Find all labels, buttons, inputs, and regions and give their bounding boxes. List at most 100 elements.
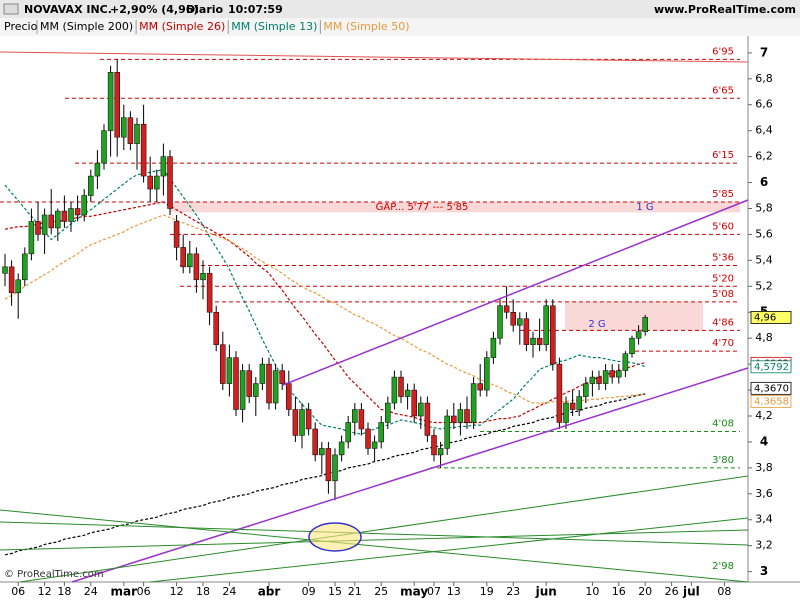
candle-body	[635, 331, 642, 339]
candle-body	[35, 221, 41, 235]
candle-body	[622, 353, 629, 371]
y-tick-label: 3	[760, 564, 768, 578]
x-tick-label: 24	[222, 585, 236, 598]
x-tick-label: 18	[196, 585, 210, 598]
candle-body	[464, 409, 470, 423]
y-tick-label: 5,8	[755, 201, 773, 214]
candle-body	[272, 370, 279, 404]
fan-line	[149, 517, 749, 583]
candle-body	[127, 117, 134, 144]
candle-body	[167, 156, 173, 209]
gap-tag: 2 G	[588, 319, 605, 330]
candle-body	[457, 409, 464, 423]
candle-body	[140, 123, 147, 177]
level-label: 2'98	[712, 561, 734, 572]
y-tick-label: 6,4	[755, 124, 773, 137]
candle-body	[81, 195, 87, 216]
y-tick-label: 3,4	[755, 513, 773, 526]
candle-body	[385, 402, 391, 423]
candle-body	[55, 210, 61, 229]
candle-body	[543, 305, 549, 345]
candle-body	[418, 402, 424, 417]
x-tick-label: 19	[480, 585, 494, 598]
x-tick-label: 13	[447, 585, 461, 598]
candle-body	[180, 247, 186, 268]
last-value-box	[750, 395, 792, 408]
last-value-label: 4,5792	[754, 362, 789, 373]
y-tick-label: 3,6	[755, 487, 773, 500]
x-tick-label: 26	[665, 585, 679, 598]
candle-body	[246, 370, 252, 397]
y-tick-label: 3,2	[755, 539, 773, 552]
candle-body	[404, 389, 411, 397]
candle-body	[193, 253, 200, 281]
last-value-box	[750, 311, 792, 324]
candle-body	[576, 396, 582, 410]
gap-zone	[170, 202, 740, 213]
candle-body	[292, 409, 299, 436]
drawings	[0, 51, 749, 583]
candle-body	[437, 448, 444, 456]
x-tick-label: 12	[38, 585, 52, 598]
candle-body	[536, 337, 543, 345]
candle-body	[596, 376, 602, 384]
candle-body	[345, 422, 351, 443]
change: +2,90% (4,96)	[110, 3, 198, 16]
candle-body	[279, 370, 285, 384]
candle-body	[523, 318, 530, 345]
candle-body	[431, 435, 437, 456]
candle-body	[602, 370, 609, 384]
price-axis	[748, 36, 800, 582]
level-label: 5'08	[712, 289, 734, 300]
candle-body	[233, 357, 239, 410]
candle-body	[134, 123, 140, 144]
candle-body	[173, 221, 180, 248]
candle-body	[424, 402, 431, 436]
site: www.ProRealTime.com	[654, 3, 796, 16]
x-tick-label: 25	[374, 585, 388, 598]
level-label: 4'86	[712, 317, 734, 328]
y-tick-label: 3,8	[755, 461, 773, 474]
level-label: 4'08	[712, 419, 734, 430]
candle-body	[121, 117, 127, 138]
level-label: 6'65	[712, 85, 734, 96]
last-value-label: 4,3658	[754, 396, 789, 407]
x-tick-label: mar	[111, 585, 138, 599]
menu-icon[interactable]	[3, 3, 19, 15]
period: Diario	[186, 3, 224, 16]
candle-body	[187, 253, 193, 268]
legend-entry: MM (Simple 26)	[139, 20, 225, 33]
candle-body	[114, 72, 120, 138]
y-tick-label: 5,2	[755, 279, 773, 292]
x-tick-label: 20	[638, 585, 652, 598]
highlight-ellipse	[308, 522, 362, 552]
candle-body	[266, 363, 272, 404]
x-tick-label: 24	[84, 585, 98, 598]
copyright: © ProRealTime.com	[4, 569, 104, 580]
candle-body	[398, 376, 404, 397]
plot: GAP... 5'77 --- 5'85 1 G 2 G 6'95 6'65 6'15 5'…	[0, 46, 740, 572]
candle-body	[569, 402, 576, 410]
candle-body	[160, 156, 167, 177]
x-tick-label: 12	[170, 585, 184, 598]
level-label: 5'20	[712, 273, 734, 284]
candle-body	[338, 441, 345, 456]
x-tick-label: 23	[506, 585, 520, 598]
y-tick-label: 5,6	[755, 227, 773, 240]
x-tick-label: 16	[612, 585, 626, 598]
candle-body	[259, 363, 266, 384]
candle-body	[477, 383, 483, 391]
candle-body	[642, 317, 648, 332]
candle-body	[213, 311, 219, 345]
candle-body	[609, 370, 615, 378]
candle-body	[616, 370, 622, 378]
level-label: 5'60	[712, 221, 734, 232]
x-tick-label: 07	[427, 585, 441, 598]
candle-body	[200, 273, 206, 281]
last-value-box	[750, 381, 792, 395]
gap-zone	[565, 301, 703, 331]
candle-body	[68, 208, 74, 222]
x-tick-label: 06	[137, 585, 151, 598]
header-bar	[0, 0, 800, 18]
